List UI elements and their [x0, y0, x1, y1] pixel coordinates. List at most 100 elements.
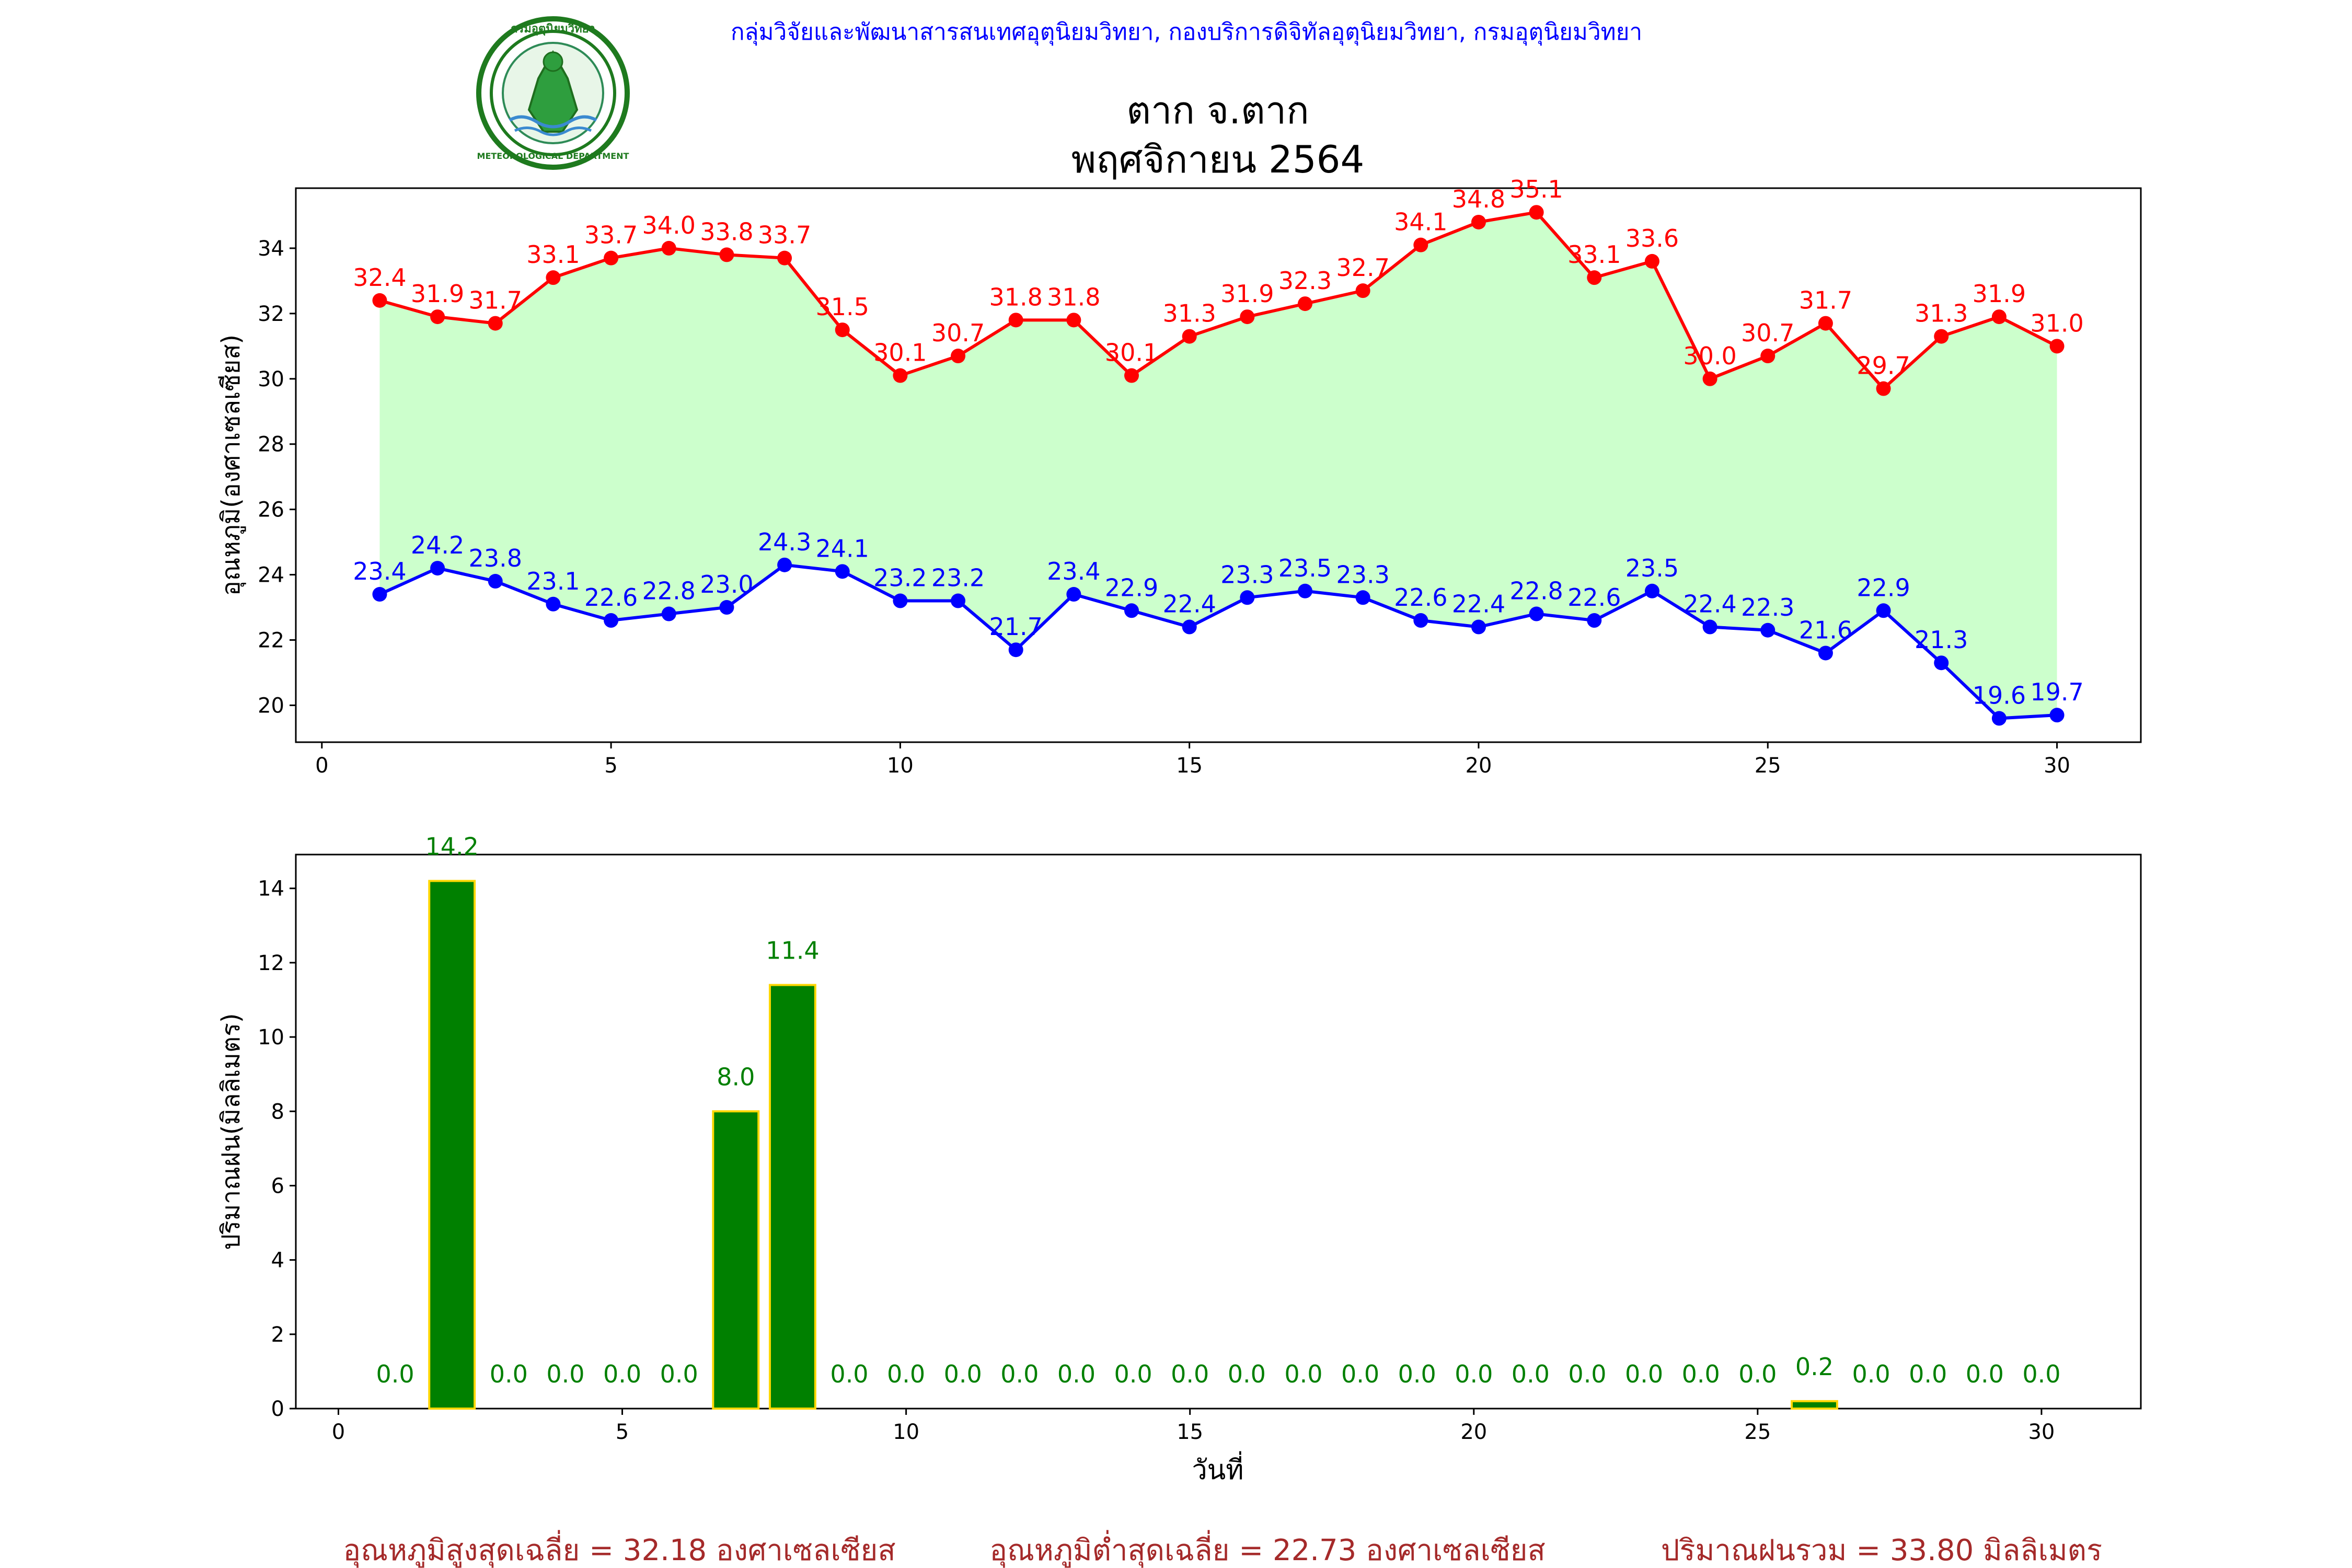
max-temp-point	[546, 270, 561, 285]
min-temp-point	[1124, 603, 1139, 618]
temperature-range-fill	[379, 212, 2057, 719]
rainfall-bar-label: 0.0	[660, 1360, 698, 1388]
rainfall-bar-label: 0.0	[1852, 1360, 1890, 1388]
min-temp-point	[1702, 619, 1717, 635]
rainfall-bar-label: 0.0	[376, 1360, 414, 1388]
max-temp-point	[661, 240, 676, 256]
min-temp-label: 23.5	[1625, 554, 1679, 582]
min-temp-line	[379, 563, 2057, 720]
min-temp-label: 24.1	[816, 534, 869, 562]
max-temp-point	[604, 250, 619, 266]
rainfall-plot-frame	[295, 854, 2142, 1410]
max-temp-point	[777, 250, 792, 266]
max-temp-label: 31.9	[411, 280, 464, 308]
temperature-x-tick-label: 5	[604, 754, 617, 778]
max-temp-label: 30.0	[1683, 342, 1736, 370]
rainfall-bar-label: 0.0	[2022, 1360, 2060, 1388]
max-temp-point	[1124, 368, 1139, 383]
rainfall-bar-label: 0.0	[1682, 1360, 1720, 1388]
max-temp-point	[1702, 371, 1717, 386]
chart-title-month: พฤศจิกายน 2564	[1071, 137, 1365, 181]
min-temp-point	[604, 613, 619, 628]
rainfall-y-tick-label: 14	[258, 877, 284, 901]
max-temp-label: 32.7	[1336, 253, 1389, 282]
rainfall-bar-label: 0.0	[944, 1360, 982, 1388]
rainfall-bar	[768, 984, 816, 1410]
max-temp-point	[1934, 329, 1949, 344]
rainfall-bar-label: 0.0	[1114, 1360, 1152, 1388]
min-temp-point	[1991, 711, 2007, 726]
rainfall-bar-label: 0.0	[1341, 1360, 1379, 1388]
min-temp-label: 21.6	[1799, 616, 1852, 644]
rainfall-y-tick-label: 8	[271, 1100, 284, 1124]
min-temp-label: 22.8	[642, 577, 696, 605]
min-temp-point	[1644, 583, 1659, 598]
min-temp-point	[1066, 587, 1081, 602]
min-temp-point	[1182, 619, 1197, 635]
rainfall-bar	[1791, 1400, 1838, 1410]
rainfall-x-tick-label: 10	[893, 1420, 919, 1444]
max-temp-label: 34.8	[1452, 185, 1505, 213]
min-temp-label: 23.8	[469, 544, 522, 572]
min-temp-point	[1240, 590, 1255, 605]
footer-total-rain: ปริมาณฝนรวม = 33.80 มิลลิเมตร	[1661, 1534, 2102, 1567]
rainfall-x-tick-label: 25	[1744, 1420, 1771, 1444]
rainfall-bar-label: 0.0	[1057, 1360, 1096, 1388]
rainfall-x-tick-label: 20	[1460, 1420, 1487, 1444]
temperature-y-axis-label: อุณหภูมิ(องศาเซลเซียส)	[216, 335, 246, 596]
rainfall-x-tick-label: 0	[332, 1420, 345, 1444]
max-temp-point	[1240, 309, 1255, 325]
rainfall-bar-label: 0.0	[1398, 1360, 1436, 1388]
max-temp-label: 31.8	[1047, 283, 1100, 311]
temperature-y-tick-label: 30	[258, 367, 284, 391]
max-temp-point	[2049, 339, 2065, 354]
min-temp-point	[488, 574, 503, 589]
min-temp-label: 22.9	[1105, 573, 1158, 602]
rainfall-y-axis-label: ปริมาณฝน(มิลลิเมตร)	[216, 1013, 246, 1250]
rainfall-bar-label: 14.2	[425, 832, 478, 860]
max-temp-label: 31.5	[816, 293, 869, 321]
temperature-y-tick-label: 34	[258, 237, 284, 261]
min-temp-label: 19.6	[1973, 681, 2026, 709]
min-temp-point	[1760, 622, 1775, 638]
max-temp-label: 33.1	[526, 240, 580, 269]
rainfall-bar-label: 0.0	[1909, 1360, 1947, 1388]
rainfall-bar-label: 0.0	[1171, 1360, 1209, 1388]
max-temp-label: 30.7	[931, 319, 985, 347]
min-temp-point	[1471, 619, 1486, 635]
max-temp-label: 32.4	[353, 263, 406, 292]
logo-text: กรมอุตุนิยมวิทยา	[511, 22, 595, 36]
min-temp-label: 24.2	[411, 531, 464, 559]
temperature-y-tick-label: 32	[258, 302, 284, 326]
chart-title-station: ตาก จ.ตาก	[1126, 88, 1309, 132]
max-temp-point	[1008, 313, 1023, 328]
max-temp-point	[1297, 296, 1312, 312]
min-temp-point	[835, 564, 850, 579]
rainfall-bar-label: 0.2	[1795, 1353, 1834, 1381]
max-temp-label: 33.7	[584, 221, 638, 249]
min-temp-label: 23.2	[931, 564, 985, 592]
rainfall-y-tick-label: 0	[271, 1397, 284, 1421]
min-temp-label: 22.4	[1683, 590, 1736, 618]
max-temp-point	[1529, 205, 1544, 220]
min-temp-label: 21.3	[1915, 626, 1968, 654]
temperature-y-tick-label: 24	[258, 563, 284, 587]
max-temp-line	[379, 210, 2058, 391]
temperature-x-tick-label: 20	[1466, 754, 1492, 778]
temperature-x-tick-label: 25	[1755, 754, 1781, 778]
rainfall-bar-label: 0.0	[1284, 1360, 1322, 1388]
max-temp-label: 31.8	[989, 283, 1042, 311]
max-temp-point	[1355, 283, 1370, 298]
temperature-y-tick-label: 22	[258, 628, 284, 652]
max-temp-label: 34.0	[642, 211, 696, 239]
max-temp-label: 31.7	[1799, 286, 1852, 315]
rainfall-x-tick-label: 30	[2028, 1420, 2055, 1444]
temperature-x-tick-label: 30	[2044, 754, 2070, 778]
rainfall-data-labels: 0.0 14.2 0.0 0.0 0.0 0.0 8.0 11.4 0.0 0.0 0.0 0.0 0.…	[376, 832, 2060, 1388]
rainfall-bar-label: 0.0	[830, 1360, 868, 1388]
min-temp-label: 23.5	[1278, 554, 1332, 582]
min-temp-label: 23.0	[700, 570, 753, 598]
meteorological-department-logo: กรมอุตุนิยมวิทยา METEOROLOGICAL DEPARTME…	[476, 16, 630, 170]
